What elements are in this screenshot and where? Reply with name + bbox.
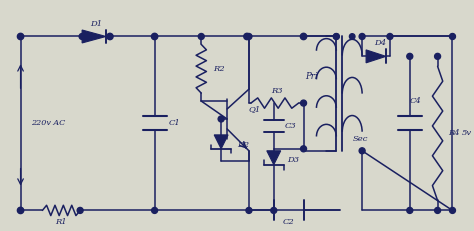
Circle shape (77, 207, 83, 213)
Circle shape (218, 116, 224, 122)
Circle shape (301, 33, 307, 40)
Text: C2: C2 (283, 218, 294, 226)
Text: Sec: Sec (352, 135, 368, 143)
Circle shape (450, 34, 455, 39)
Text: 220v AC: 220v AC (31, 119, 65, 127)
Text: Q1: Q1 (249, 105, 261, 113)
Circle shape (18, 33, 24, 40)
Circle shape (334, 34, 339, 39)
Text: D1: D1 (90, 20, 102, 27)
Polygon shape (82, 30, 106, 43)
Circle shape (301, 146, 307, 152)
Text: D2: D2 (237, 141, 249, 149)
Text: 5v: 5v (462, 129, 473, 137)
Circle shape (244, 33, 250, 40)
Circle shape (301, 100, 307, 106)
Circle shape (152, 207, 157, 213)
Circle shape (435, 207, 440, 213)
Circle shape (449, 33, 456, 40)
Circle shape (151, 33, 158, 40)
Circle shape (359, 148, 365, 154)
Polygon shape (267, 151, 281, 165)
Circle shape (333, 33, 339, 40)
Text: R4: R4 (447, 129, 459, 137)
Circle shape (18, 207, 24, 214)
Circle shape (271, 207, 277, 213)
Text: D4: D4 (374, 40, 386, 47)
Circle shape (79, 33, 85, 40)
Circle shape (349, 34, 355, 39)
Text: C3: C3 (285, 122, 297, 130)
Circle shape (435, 53, 440, 59)
Circle shape (246, 207, 252, 213)
Text: D3: D3 (288, 156, 300, 164)
Text: R1: R1 (55, 218, 67, 226)
Polygon shape (366, 50, 386, 63)
Circle shape (198, 33, 204, 40)
Circle shape (107, 33, 113, 40)
Circle shape (407, 207, 413, 213)
Text: Pri: Pri (305, 72, 318, 81)
Text: C1: C1 (169, 119, 180, 127)
Text: R2: R2 (213, 65, 225, 73)
Circle shape (359, 33, 365, 40)
Circle shape (387, 33, 393, 40)
Circle shape (246, 33, 252, 40)
Circle shape (449, 207, 456, 213)
Text: C4: C4 (410, 97, 421, 105)
Text: R3: R3 (272, 87, 283, 95)
Circle shape (407, 53, 413, 59)
Polygon shape (214, 135, 228, 149)
